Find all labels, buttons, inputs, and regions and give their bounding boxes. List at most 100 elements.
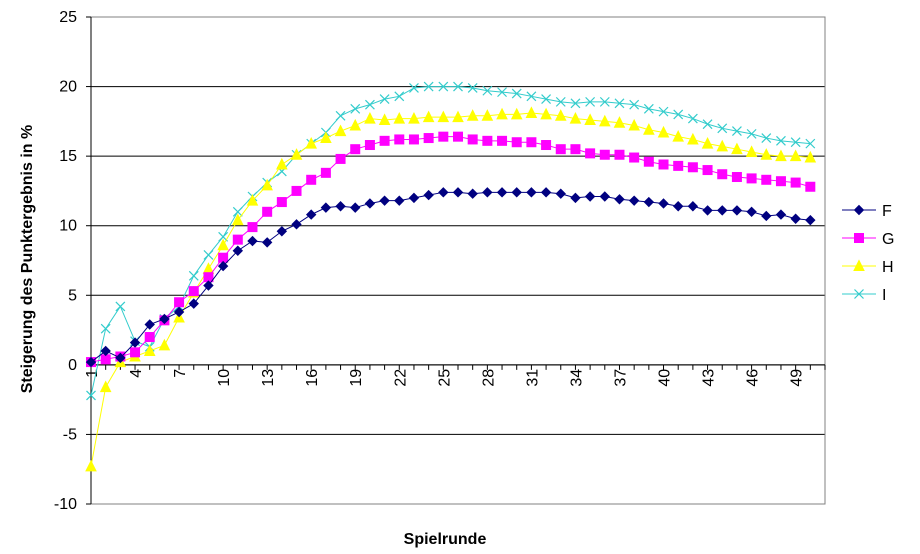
data-point [393, 111, 406, 124]
data-point [614, 194, 625, 205]
data-point [643, 156, 654, 167]
marker-stroke [526, 91, 537, 102]
data-point [746, 173, 757, 184]
data-point [745, 145, 758, 157]
data-point [643, 196, 655, 208]
data-point [702, 165, 713, 176]
data-point [805, 214, 816, 226]
data-point [731, 142, 743, 155]
data-point [290, 148, 303, 160]
data-point [702, 205, 713, 216]
data-point [554, 109, 567, 121]
data-point [555, 96, 566, 107]
data-point [555, 144, 566, 155]
data-point [86, 390, 96, 401]
data-point [672, 201, 684, 212]
data-point [115, 352, 126, 364]
x-tick-label: 49 [789, 369, 806, 387]
data-point [217, 238, 229, 251]
legend-marker [853, 204, 865, 216]
series-G [86, 131, 816, 368]
data-point [335, 201, 346, 212]
data-point [437, 110, 450, 123]
marker-stroke [335, 110, 346, 121]
marker-stroke [497, 87, 507, 98]
data-point [130, 347, 141, 358]
marker-stroke [394, 91, 405, 102]
data-point [540, 187, 552, 198]
data-point [408, 192, 420, 204]
series-line [90, 112, 811, 467]
data-point [790, 213, 801, 224]
data-point [541, 140, 552, 151]
data-point [467, 134, 478, 145]
series-group [85, 81, 817, 472]
data-point [599, 191, 611, 202]
data-point [775, 149, 787, 162]
data-point [335, 110, 346, 121]
legend-item-F: F [842, 203, 892, 220]
data-point [497, 135, 508, 146]
data-point [775, 209, 787, 220]
data-point [276, 197, 287, 208]
data-point [775, 176, 786, 187]
data-point [422, 110, 435, 123]
data-point [85, 459, 97, 472]
marker-stroke [482, 85, 493, 96]
data-point [394, 134, 405, 145]
data-point [585, 96, 596, 107]
data-point [643, 103, 654, 114]
data-point [497, 87, 507, 98]
marker-stroke [453, 81, 463, 92]
data-point [496, 187, 508, 198]
legend-marker [853, 259, 865, 271]
x-tick-label: 31 [524, 369, 541, 387]
series-F [85, 187, 816, 368]
data-point [305, 137, 318, 149]
data-point [350, 144, 361, 155]
data-point [789, 149, 802, 162]
data-point [511, 137, 522, 148]
data-point [379, 195, 390, 206]
marker-stroke [438, 81, 449, 92]
x-tick-label: 10 [216, 369, 233, 387]
marker-stroke [717, 123, 728, 134]
data-point [482, 85, 493, 96]
marker-stroke [746, 128, 757, 139]
data-point [614, 149, 625, 160]
data-point [658, 159, 669, 170]
x-tick-label: 22 [392, 369, 409, 387]
data-point [452, 187, 464, 198]
data-point [100, 345, 111, 357]
data-point [453, 81, 463, 92]
data-point [364, 99, 375, 110]
data-point [394, 91, 405, 102]
data-point [717, 123, 728, 134]
data-point [702, 119, 713, 130]
marker-stroke [423, 81, 434, 92]
marker-stroke [115, 301, 126, 312]
data-point [144, 319, 155, 330]
marker-stroke [673, 109, 684, 120]
data-point [629, 99, 640, 110]
data-point [526, 187, 537, 198]
data-point [247, 235, 258, 247]
data-point [687, 201, 699, 212]
marker-stroke [232, 206, 243, 217]
data-point [790, 137, 801, 148]
data-point [526, 91, 537, 102]
data-point [790, 177, 801, 188]
data-point [320, 202, 332, 213]
legend-item-H: H [842, 259, 894, 276]
data-point [143, 344, 156, 356]
data-point [570, 98, 581, 109]
marker-stroke [599, 96, 610, 107]
data-point [350, 202, 361, 213]
legend-label: G [882, 231, 894, 248]
data-point [173, 306, 185, 318]
marker-stroke [203, 250, 214, 260]
marker-stroke [350, 103, 361, 114]
marker-stroke [218, 231, 229, 242]
x-tick-label: 46 [745, 369, 762, 387]
